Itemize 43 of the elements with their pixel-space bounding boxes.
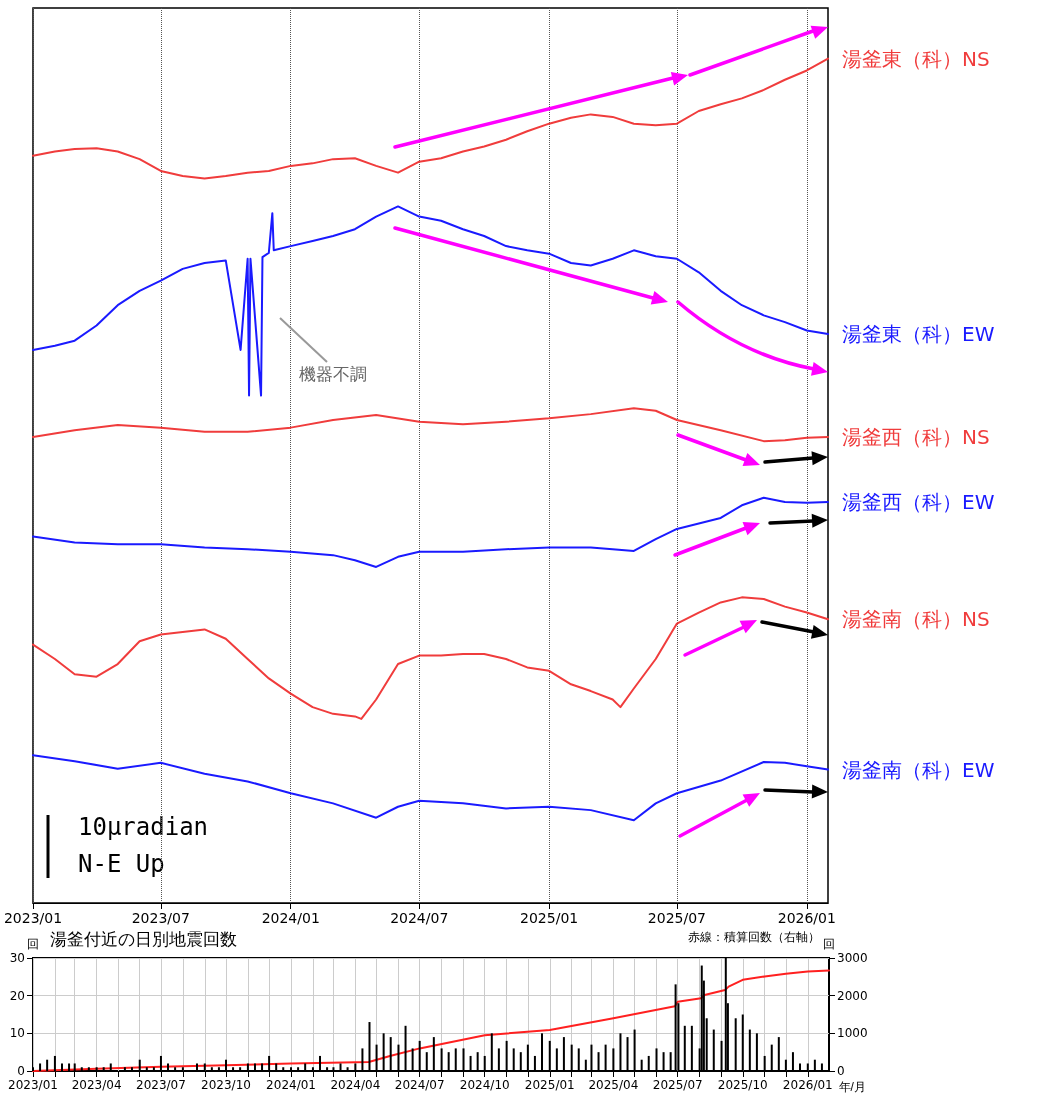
x-tick-label: 2023/07 <box>131 910 190 926</box>
text: 赤線：積算回数（右軸） <box>688 930 820 944</box>
annotation: 機器不調 <box>299 364 368 385</box>
y2-axis-title: 回 <box>823 937 835 951</box>
x-tick-label: 2023/04 <box>71 1078 122 1092</box>
x-tick-label: 2023/01 <box>8 1078 58 1092</box>
y2-tick-label: 0 <box>837 1064 845 1078</box>
x-tick-label: 2025/10 <box>717 1078 768 1092</box>
y-axis-title: 回 <box>27 937 39 951</box>
y2-tick-label: 1000 <box>837 1026 868 1041</box>
x-tick-label: 2025/07 <box>652 1078 703 1092</box>
series-label: 湯釜西（科）EW <box>842 489 995 514</box>
x-tick-label: 2023/01 <box>3 910 63 926</box>
annotation: 10μradian <box>78 813 209 841</box>
series-label: 湯釜東（科）NS <box>842 46 990 71</box>
x-tick-label: 2025/01 <box>524 1078 575 1092</box>
x-tick-label: 2024/10 <box>459 1078 510 1092</box>
x-tick-label: 2026/01 <box>782 1078 833 1092</box>
x-tick-label: 2024/07 <box>394 1078 445 1092</box>
y2-tick-label: 2000 <box>837 988 868 1003</box>
x-tick-label: 2023/07 <box>136 1078 186 1092</box>
x-tick-label: 2026/01 <box>777 910 836 926</box>
annotation: N-E Up <box>78 850 165 878</box>
x-tick-label: 2025/01 <box>520 910 579 926</box>
series-label: 湯釜南（科）EW <box>842 757 995 782</box>
x-tick-label: 2024/04 <box>330 1078 381 1092</box>
bar <box>39 1063 42 1071</box>
x-tick-label: 2024/01 <box>261 910 320 926</box>
x-tick-label: 2025/07 <box>647 910 706 926</box>
x-tick-label: 2024/01 <box>266 1078 316 1092</box>
y-tick-label: 30 <box>9 951 25 965</box>
y-tick-label: 0 <box>17 1064 25 1078</box>
y-tick-label: 10 <box>9 1026 25 1041</box>
x-tick-label: 2024/07 <box>390 910 449 926</box>
series-label: 湯釜西（科）NS <box>842 424 990 449</box>
chart-title: 湯釜付近の日別地震回数 <box>50 928 237 949</box>
x-tick-label: 2023/10 <box>201 1078 251 1092</box>
y-tick-label: 20 <box>9 988 25 1003</box>
y2-tick-label: 3000 <box>837 951 868 965</box>
series-label: 湯釜南（科）NS <box>842 607 990 632</box>
series-label: 湯釜東（科）EW <box>842 321 995 346</box>
x-tick-label: 2025/04 <box>588 1078 639 1092</box>
x-axis-title: 年/月 <box>838 1080 866 1094</box>
